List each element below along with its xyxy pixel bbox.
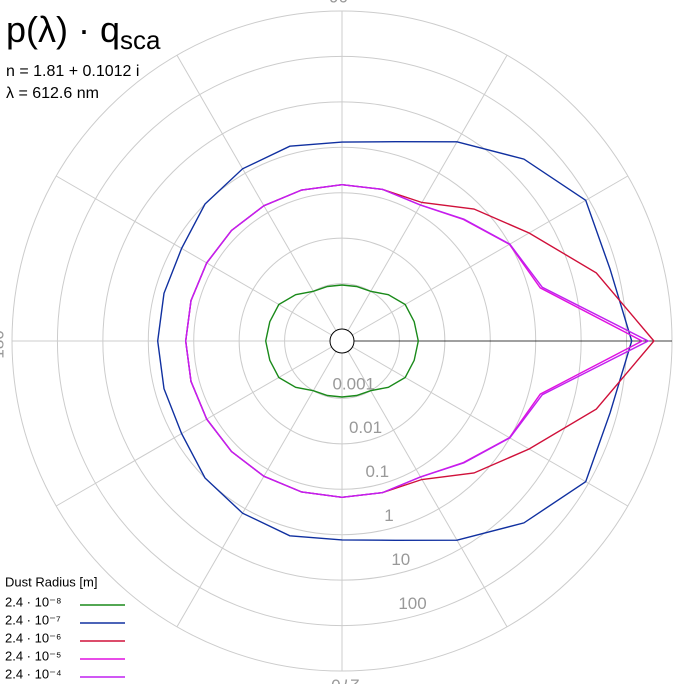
legend-title: Dust Radius [m] (5, 574, 97, 589)
grid-spoke (55, 346, 332, 507)
legend-label: 2.4 · 10⁻⁵ (5, 648, 61, 663)
title-subscript: sca (120, 25, 161, 55)
grid-spoke (352, 175, 629, 336)
legend-label: 2.4 · 10⁻⁸ (5, 594, 61, 609)
series-line (264, 284, 420, 398)
legend-label: 2.4 · 10⁻⁷ (5, 612, 61, 627)
inner-ring (329, 328, 355, 354)
r-tick-label: 100 (398, 594, 426, 613)
legend-label: 2.4 · 10⁻⁴ (5, 666, 62, 681)
r-tick-label: 0.1 (365, 462, 389, 481)
theta-tick-label: 90° (329, 0, 355, 6)
series-line (184, 183, 650, 499)
annotation: n = 1.81 + 0.1012 i (6, 63, 139, 80)
theta-tick-label: 180° (0, 323, 7, 358)
grid-spoke (176, 351, 337, 628)
chart-title: p(λ) · qsca (6, 9, 161, 55)
grid-spoke (347, 351, 508, 628)
r-tick-label: 1 (384, 506, 393, 525)
annotation: λ = 612.6 nm (6, 85, 99, 102)
theta-tick-label: 270° (324, 676, 359, 684)
grid-spoke (352, 346, 629, 507)
series-line (156, 140, 633, 542)
r-tick-label: 0.001 (332, 374, 375, 393)
legend-label: 2.4 · 10⁻⁶ (5, 630, 61, 645)
title-main: p(λ) · q (6, 9, 120, 50)
grid-spoke (347, 54, 508, 331)
grid-spoke (176, 54, 337, 331)
r-tick-label: 0.01 (349, 418, 382, 437)
grid-spoke (55, 175, 332, 336)
r-tick-label: 10 (391, 550, 410, 569)
grid (11, 10, 673, 672)
